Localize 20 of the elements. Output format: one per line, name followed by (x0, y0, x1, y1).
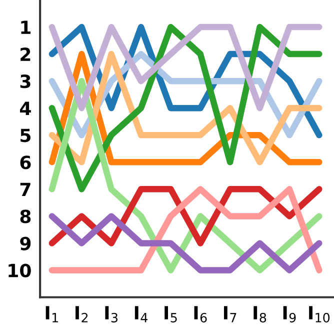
y-tick-label: 3 (20, 74, 30, 88)
x-tick-label: I$_{4}$ (134, 306, 148, 322)
x-tick-label: I$_{7}$ (224, 306, 236, 322)
x-tick-label: I$_{8}$ (254, 306, 266, 322)
y-tick-label: 1 (21, 20, 31, 34)
y-tick-label: 2 (20, 48, 30, 61)
y-tick-label: 4 (20, 102, 31, 115)
x-tick-label: I$_{5}$ (164, 306, 177, 322)
y-tick-label: 9 (20, 236, 31, 250)
x-tick-label: I$_{3}$ (105, 306, 118, 322)
x-tick-label: I$_{2}$ (76, 306, 88, 322)
x-tick-label: I$_{1}$ (46, 306, 58, 322)
y-tick-label: 5 (20, 128, 30, 142)
x-tick-label: I$_{9}$ (283, 306, 296, 322)
y-tick-label: 6 (20, 156, 31, 170)
y-tick-label: 8 (20, 210, 31, 224)
x-tick-label: I$_{10}$ (309, 306, 330, 322)
y-tick-label: 10 (8, 264, 31, 278)
x-tick-label: I$_{6}$ (194, 306, 207, 322)
y-tick-label: 7 (20, 182, 30, 196)
